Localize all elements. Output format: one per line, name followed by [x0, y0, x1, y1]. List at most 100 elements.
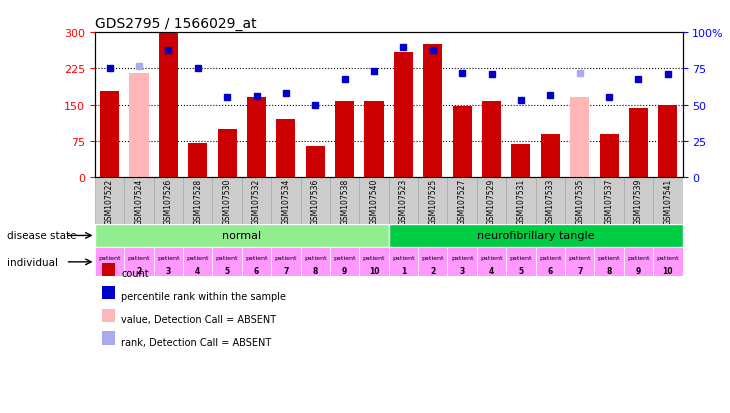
Bar — [212, 178, 242, 224]
Text: 4: 4 — [195, 266, 200, 275]
Text: GSM107540: GSM107540 — [369, 178, 379, 224]
Bar — [418, 178, 447, 224]
Bar — [389, 248, 418, 277]
Text: 6: 6 — [548, 266, 553, 275]
Text: 9: 9 — [342, 266, 347, 275]
Text: GSM107522: GSM107522 — [105, 178, 114, 224]
Bar — [218, 130, 237, 178]
Bar — [95, 178, 124, 224]
Text: 1: 1 — [401, 266, 406, 275]
Text: value, Detection Call = ABSENT: value, Detection Call = ABSENT — [121, 314, 276, 324]
Bar — [272, 178, 301, 224]
Bar — [335, 102, 354, 178]
Text: GSM107535: GSM107535 — [575, 178, 584, 224]
Bar — [247, 98, 266, 178]
Bar — [183, 248, 212, 277]
Text: GSM107526: GSM107526 — [164, 178, 173, 224]
Bar — [536, 178, 565, 224]
Bar — [423, 45, 442, 178]
Bar — [624, 178, 653, 224]
Text: 6: 6 — [254, 266, 259, 275]
Text: patient: patient — [128, 255, 150, 260]
Bar — [272, 248, 301, 277]
Bar — [599, 135, 618, 178]
Bar — [183, 178, 212, 224]
Text: GSM107538: GSM107538 — [340, 178, 349, 224]
Text: patient: patient — [216, 255, 239, 260]
Bar — [277, 120, 296, 178]
Text: patient: patient — [363, 255, 385, 260]
Bar — [159, 34, 178, 178]
Bar — [570, 98, 589, 178]
Text: GSM107528: GSM107528 — [193, 178, 202, 224]
Text: normal: normal — [222, 231, 261, 241]
Text: patient: patient — [539, 255, 561, 260]
Text: GSM107541: GSM107541 — [664, 178, 672, 224]
Text: patient: patient — [99, 255, 121, 260]
Text: 2: 2 — [430, 266, 435, 275]
Bar — [188, 144, 207, 178]
Text: patient: patient — [186, 255, 209, 260]
Bar — [359, 248, 389, 277]
Bar — [330, 248, 359, 277]
Bar — [242, 248, 272, 277]
Text: 10: 10 — [369, 266, 380, 275]
Bar — [394, 53, 413, 178]
Bar — [629, 109, 648, 178]
Text: patient: patient — [480, 255, 503, 260]
Bar — [624, 248, 653, 277]
Bar — [301, 248, 330, 277]
Bar — [653, 248, 683, 277]
Text: 8: 8 — [312, 266, 318, 275]
Text: neurofibrillary tangle: neurofibrillary tangle — [477, 231, 594, 241]
Bar — [359, 178, 389, 224]
Bar — [154, 248, 183, 277]
Text: 7: 7 — [283, 266, 288, 275]
Text: patient: patient — [157, 255, 180, 260]
Text: patient: patient — [334, 255, 356, 260]
Bar — [330, 178, 359, 224]
Text: patient: patient — [274, 255, 297, 260]
Bar — [507, 178, 536, 224]
Text: patient: patient — [569, 255, 591, 260]
Text: patient: patient — [598, 255, 620, 260]
Text: 5: 5 — [225, 266, 230, 275]
Bar — [565, 178, 594, 224]
Bar — [95, 224, 389, 248]
Text: 2: 2 — [137, 266, 142, 275]
Text: GSM107523: GSM107523 — [399, 178, 408, 224]
Text: GDS2795 / 1566029_at: GDS2795 / 1566029_at — [95, 17, 256, 31]
Text: patient: patient — [656, 255, 679, 260]
Text: GSM107529: GSM107529 — [487, 178, 496, 224]
Bar — [306, 147, 325, 178]
Bar — [364, 102, 383, 178]
Text: 3: 3 — [166, 266, 171, 275]
Text: GSM107524: GSM107524 — [134, 178, 144, 224]
Text: 10: 10 — [663, 266, 673, 275]
Bar — [124, 178, 154, 224]
Bar — [95, 248, 124, 277]
Bar — [212, 248, 242, 277]
Bar — [129, 74, 148, 178]
Text: 3: 3 — [460, 266, 465, 275]
Bar — [389, 178, 418, 224]
Text: GSM107534: GSM107534 — [281, 178, 291, 224]
Bar — [653, 178, 683, 224]
Text: count: count — [121, 269, 149, 279]
Bar — [536, 248, 565, 277]
Text: patient: patient — [451, 255, 474, 260]
Text: 9: 9 — [636, 266, 641, 275]
Bar — [447, 178, 477, 224]
Bar — [154, 178, 183, 224]
Text: GSM107527: GSM107527 — [458, 178, 466, 224]
Text: individual: individual — [7, 257, 58, 267]
Text: GSM107539: GSM107539 — [634, 178, 643, 224]
Bar — [100, 92, 119, 178]
Bar — [453, 107, 472, 178]
Text: GSM107537: GSM107537 — [604, 178, 614, 224]
Text: 1: 1 — [107, 266, 112, 275]
Bar — [594, 248, 624, 277]
Bar — [447, 248, 477, 277]
Text: rank, Detection Call = ABSENT: rank, Detection Call = ABSENT — [121, 337, 272, 347]
Bar — [389, 224, 683, 248]
